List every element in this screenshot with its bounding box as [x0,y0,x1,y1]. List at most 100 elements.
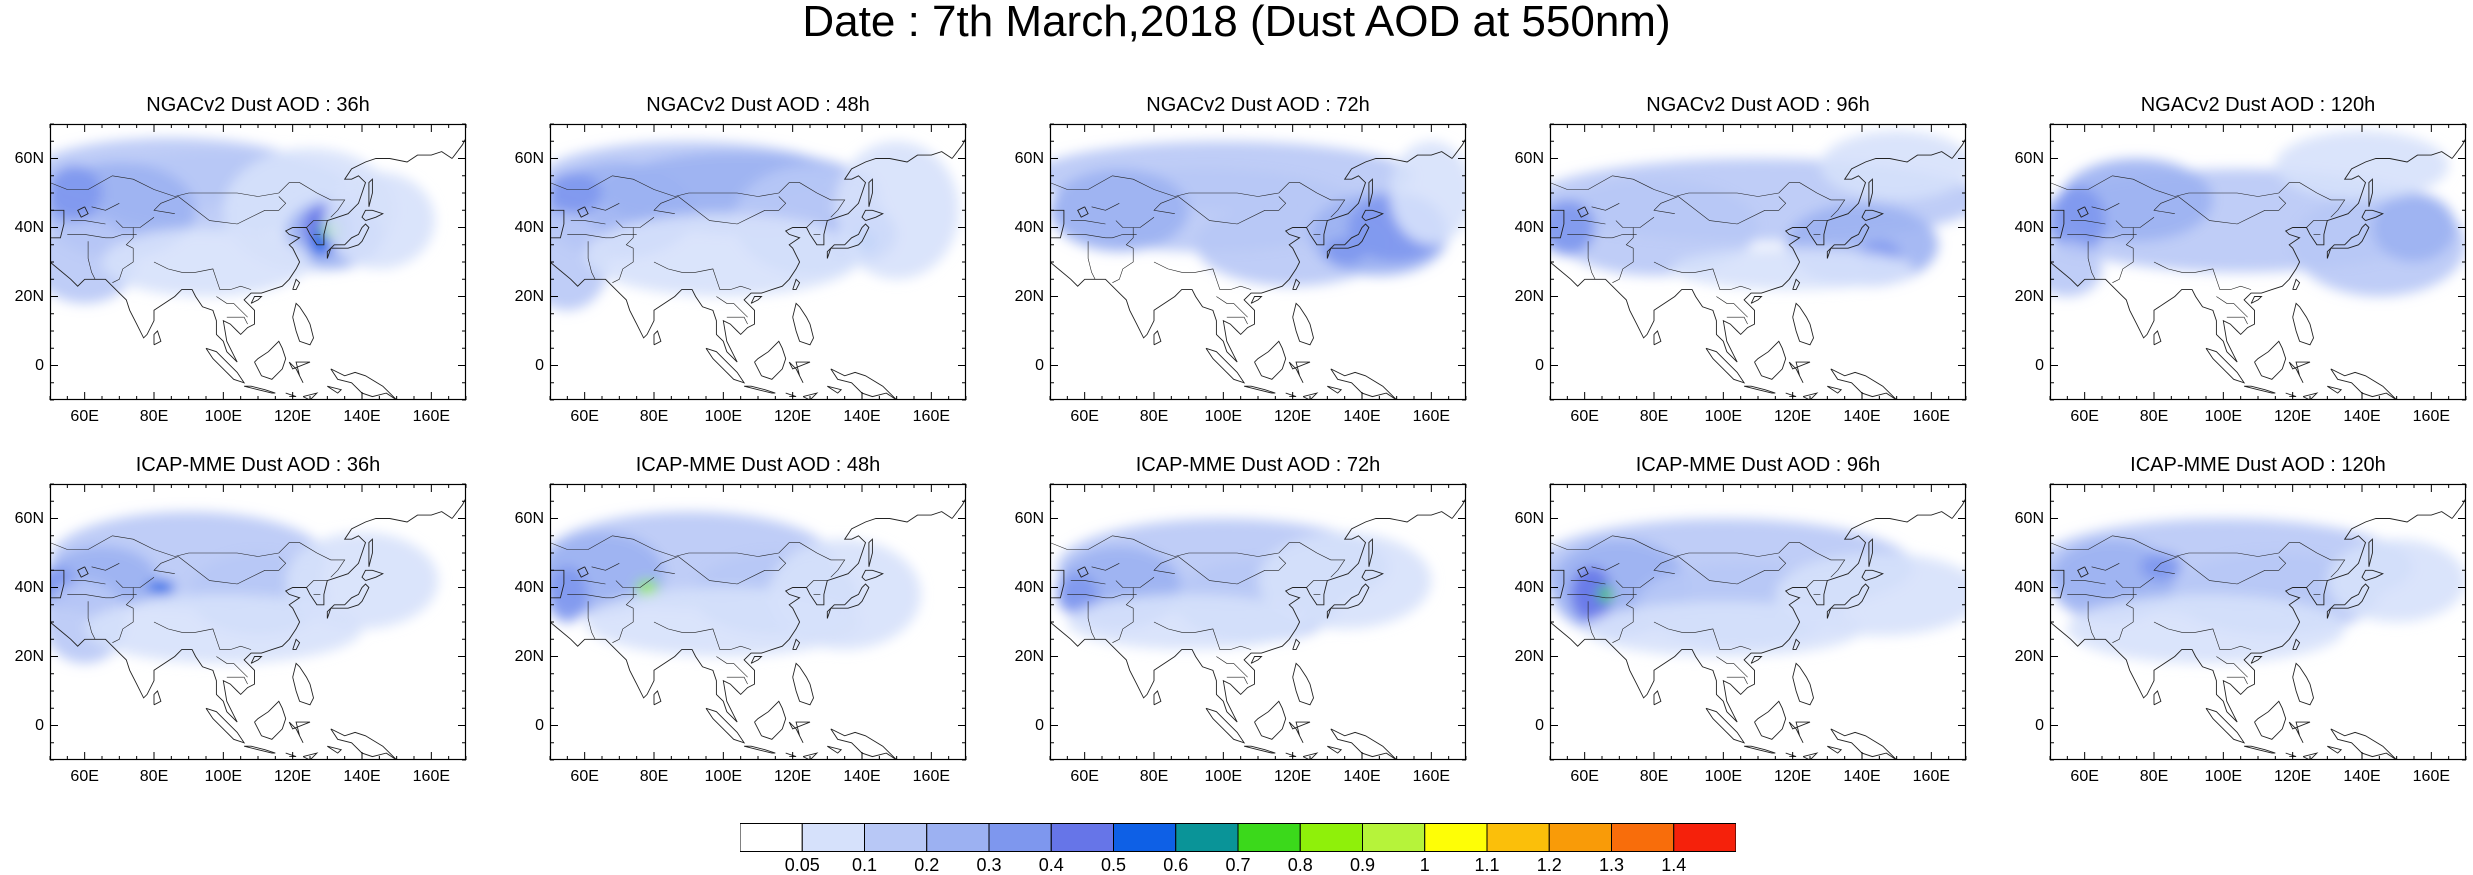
lat-label: 60N [2014,509,2044,527]
coastline [327,385,343,394]
country-border [1615,576,1655,588]
lat-label: 60N [514,509,544,527]
lat-label: 60N [1014,509,1044,527]
country-border [226,676,248,685]
lon-label: 60E [70,408,99,425]
map-panel: ICAP-MME Dust AOD : 120h 60N 40N 20N 0 60E 80E… [2015,454,2467,785]
country-border [50,535,346,578]
coastline [750,656,763,664]
coastline [550,209,565,239]
dust-plume [1550,179,1758,276]
coastline [2153,330,2162,346]
colorbar-swatch [1050,823,1114,852]
lon-label: 140E [1343,408,1381,425]
coastline [361,209,384,222]
coastline [1577,206,1589,218]
country-border [1615,216,1655,228]
country-border [1653,556,1679,574]
country-border [153,621,252,650]
lat-label: 20N [1014,647,1044,665]
coastline [1705,347,1746,384]
lon-label: 140E [1843,408,1881,425]
coastline [1754,340,1787,380]
lat-label: 20N [14,647,44,665]
coastline [2243,745,2276,754]
country-border [2216,656,2248,678]
lon-label: 160E [412,408,451,425]
coastline [951,497,966,519]
dust-plume [550,172,602,214]
lon-label: 80E [139,408,169,425]
coastline [788,721,811,744]
country-border [678,556,787,585]
coastline [2361,209,2384,222]
lat-label: 40N [1514,218,1544,236]
map-panel: NGACv2 Dust AOD : 36h 60N 40N 20N 0 60E 80E 100… [15,94,467,425]
lon-label: 120E [773,408,812,425]
dust-aod-map [49,123,467,401]
coastline [750,296,763,304]
country-border [1716,656,1748,678]
country-border [306,220,328,228]
country-border [2153,196,2179,214]
panel-title: NGACv2 Dust AOD : 72h [1146,94,1370,116]
lat-label: 60N [1514,149,1544,167]
lon-label: 120E [1773,768,1812,785]
country-border [1226,676,1248,685]
lat-label: 20N [1514,287,1544,305]
coastline [2077,206,2089,218]
panel-title: ICAP-MME Dust AOD : 48h [635,454,881,476]
lon-label: 80E [639,408,669,425]
coastline [77,206,89,218]
country-border [1050,535,1346,578]
map-panel: ICAP-MME Dust AOD : 36h 60N 40N 20N 0 60E 80E 1… [15,454,467,785]
country-border [178,556,287,585]
lon-label: 160E [912,408,951,425]
coastline [1550,511,1953,723]
lon-label: 160E [2412,768,2451,785]
coastline [1254,340,1287,380]
dust-plume [1550,199,1596,256]
panel-title: NGACv2 Dust AOD : 36h [146,94,370,116]
country-border [2087,601,2096,640]
coastline [2292,662,2314,706]
country-border [726,676,748,685]
coastline [1705,707,1746,744]
coastline [792,302,814,346]
country-border [570,220,606,225]
dust-plume [50,165,102,221]
coastline [2050,569,2065,599]
dust-plume [1820,130,1966,200]
coastline [1750,296,1763,304]
lat-label: 0 [1035,716,1044,734]
country-border [587,241,596,280]
lat-label: 40N [2014,578,2044,596]
coastline [326,583,370,619]
coastline [254,340,287,380]
dust-plume [2327,539,2466,622]
country-border [2306,220,2328,228]
coastline [451,497,466,519]
coastline [868,178,873,207]
country-border [1178,556,1287,585]
country-border [1716,296,1748,318]
coastline [1285,752,1297,758]
lat-label: 0 [1535,356,1544,374]
coastline [2077,566,2089,578]
coastline [451,137,466,159]
dust-plume [1050,168,1189,252]
lon-label: 60E [1070,408,1099,425]
coastline [754,340,787,380]
country-border [2153,261,2252,290]
coastline [330,368,398,400]
lon-label: 100E [1704,408,1743,425]
coastline [1754,700,1787,740]
lon-label: 160E [1412,768,1451,785]
dust-aod-map [2049,123,2467,401]
country-border [1178,196,1287,225]
lon-label: 80E [1639,408,1669,425]
coastline [1653,690,1662,706]
coastline [550,511,953,723]
map-panel: ICAP-MME Dust AOD : 48h 60N 40N 20N 0 60E 80E 1… [515,454,967,785]
coastline [2243,385,2276,394]
